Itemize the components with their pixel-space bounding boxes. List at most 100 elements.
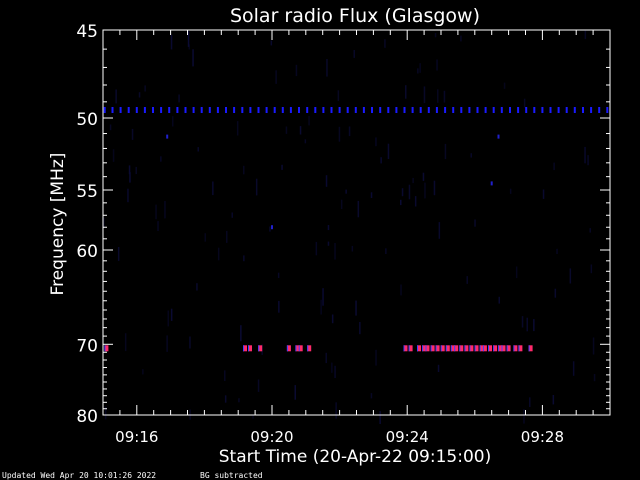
noise-streak [226,230,228,243]
band-50mhz-mark [111,107,114,113]
noise-streak [474,219,476,227]
x-tick-label: 09:20 [250,428,293,446]
band-70mhz-mark [422,345,427,352]
band-70mhz-edge [474,345,476,352]
noise-streak [359,322,361,335]
band-70mhz-mark [435,345,440,352]
noise-streak [348,126,351,137]
band-70mhz-mark [488,345,492,352]
band-70mhz-mark [104,345,109,352]
noise-streak [331,362,333,373]
noise-streak [554,288,557,298]
noise-streak [589,228,591,233]
noise-streak [124,333,127,352]
band-50mhz-mark [168,107,171,113]
band-70mhz-mark [307,345,312,352]
band-50mhz-mark [476,107,479,113]
noise-streak [217,247,220,261]
band-70mhz-mark [417,345,421,352]
noise-streak [592,337,595,355]
band-50mhz-mark [265,107,268,113]
noise-streak [466,276,468,284]
band-50mhz-mark [541,107,544,113]
band-70mhz-edge [422,345,424,352]
noise-streak [593,374,596,382]
noise-streak [355,300,357,316]
band-50mhz-mark [225,107,227,113]
band-50mhz-mark [127,107,130,113]
y-tick-label: 60 [76,242,98,262]
band-50mhz-mark [606,107,609,113]
noise-streak [412,177,414,184]
band-50mhz-mark [582,107,584,113]
noise-streak [164,201,166,219]
band-70mhz-edge [425,345,427,352]
band-70mhz-mark [469,345,474,352]
noise-streak [443,90,446,103]
band-70mhz-edge [454,345,456,352]
x-tick-label: 09:16 [115,428,158,446]
noise-streak [334,365,336,378]
band-70mhz-mark [425,345,430,352]
noise-streak [117,247,120,261]
isolated-point [497,134,500,139]
noise-streak [385,248,387,254]
noise-streak [434,33,437,38]
band-50mhz-mark [557,107,560,113]
noise-streak [556,248,558,254]
noise-streak [569,268,572,284]
isolated-point [490,181,493,186]
noise-streak [529,397,531,407]
band-50mhz-mark [371,107,373,113]
noise-streak [155,204,157,220]
band-50mhz-mark [419,107,422,113]
band-50mhz-mark [233,107,236,113]
band-70mhz-edge [403,345,405,352]
noise-streak [375,349,377,366]
noise-streak [135,166,137,175]
y-tick-label: 50 [76,110,98,130]
band-50mhz-mark [427,107,430,113]
band-50mhz-mark [492,107,495,113]
band-70mhz-edge [104,345,106,352]
band-50mhz-mark [281,107,284,113]
noise-streak [189,336,191,349]
band-50mhz-mark [517,107,520,113]
noise-streak [304,139,307,144]
band-50mhz-mark [314,107,317,113]
band-70mhz-mark [506,345,511,352]
noise-streak [353,50,355,58]
x-axis-label: Start Time (20-Apr-22 09:15:00) [219,447,491,467]
band-70mhz-mark [528,345,533,352]
band-70mhz-edge [459,345,461,352]
axes: 45 50 55 60 70 80 09:16 09:20 09:24 09:28 [76,22,610,446]
noise-streak [112,149,115,162]
noise-streak [243,165,245,175]
noise-streak [240,325,242,342]
noise-streak [444,143,447,160]
band-70mhz-mark [513,345,518,352]
band-70mhz-mark [430,345,435,352]
band-50mhz-mark [362,107,365,113]
band-70mhz-mark [445,345,450,352]
band-70mhz-mark [493,345,498,352]
noise-streak [325,352,327,364]
noise-streak [197,147,199,152]
noise-streak [436,59,438,71]
band-50mhz-mark [387,107,390,113]
band-70mhz-mark [243,345,247,352]
band-70mhz-mark [403,345,408,352]
band-70mhz-mark [479,345,484,352]
noise-streak [542,189,545,199]
x-tick-label: 09:28 [521,428,564,446]
noise-streak [257,379,260,392]
band-70mhz-edge [518,345,520,352]
x-tick-label: 09:24 [386,428,429,446]
noise-streak [437,89,439,103]
noise-streak [433,180,436,196]
band-50mhz-mark [152,107,154,113]
band-50mhz-mark [444,107,447,113]
noise-streak [236,121,239,136]
band-70mhz-edge [493,345,495,352]
band-50mhz-mark [119,107,122,113]
